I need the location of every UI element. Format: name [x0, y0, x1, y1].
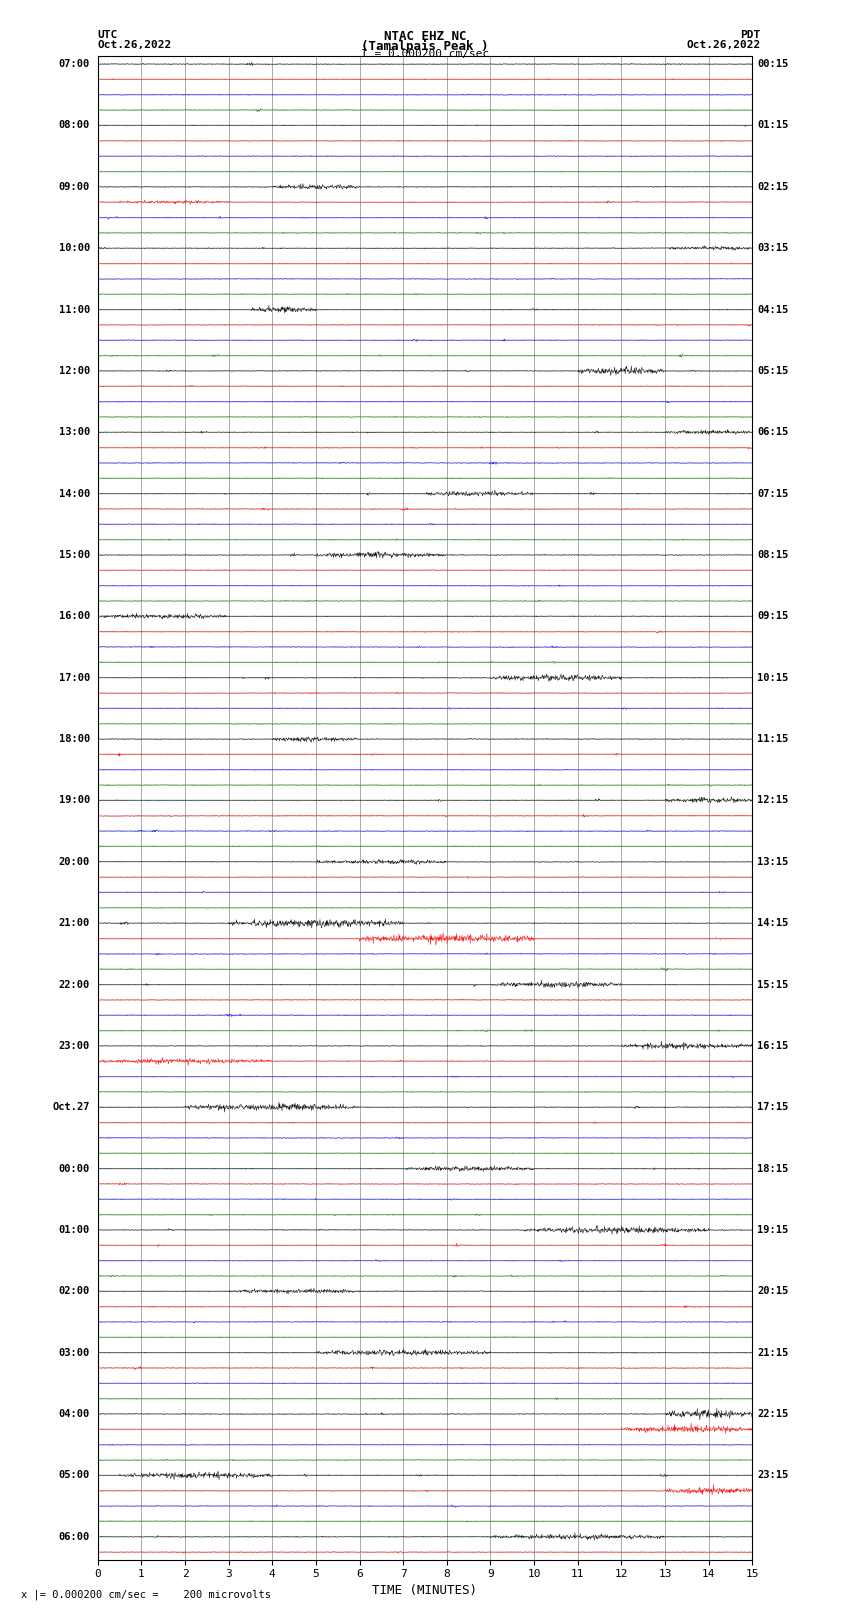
Text: 02:00: 02:00: [59, 1286, 90, 1297]
Text: 09:15: 09:15: [757, 611, 789, 621]
Text: 16:15: 16:15: [757, 1040, 789, 1052]
Text: x |= 0.000200 cm/sec =    200 microvolts: x |= 0.000200 cm/sec = 200 microvolts: [21, 1589, 271, 1600]
Text: 06:15: 06:15: [757, 427, 789, 437]
Text: 05:00: 05:00: [59, 1471, 90, 1481]
Text: 16:00: 16:00: [59, 611, 90, 621]
Text: 18:15: 18:15: [757, 1163, 789, 1174]
Text: 04:00: 04:00: [59, 1410, 90, 1419]
Text: 08:15: 08:15: [757, 550, 789, 560]
Text: 15:15: 15:15: [757, 979, 789, 989]
Text: 18:00: 18:00: [59, 734, 90, 744]
Text: 17:00: 17:00: [59, 673, 90, 682]
Text: (Tamalpais Peak ): (Tamalpais Peak ): [361, 39, 489, 53]
Text: 06:00: 06:00: [59, 1532, 90, 1542]
Text: 15:00: 15:00: [59, 550, 90, 560]
Text: 07:00: 07:00: [59, 60, 90, 69]
Text: Oct.27: Oct.27: [53, 1102, 90, 1113]
Text: 01:00: 01:00: [59, 1224, 90, 1236]
Text: 21:00: 21:00: [59, 918, 90, 927]
Text: 23:00: 23:00: [59, 1040, 90, 1052]
Text: 11:00: 11:00: [59, 305, 90, 315]
Text: 14:15: 14:15: [757, 918, 789, 927]
Text: 10:00: 10:00: [59, 244, 90, 253]
Text: NTAC EHZ NC: NTAC EHZ NC: [383, 31, 467, 44]
Text: 22:15: 22:15: [757, 1410, 789, 1419]
Text: 05:15: 05:15: [757, 366, 789, 376]
Text: 08:00: 08:00: [59, 121, 90, 131]
Text: 14:00: 14:00: [59, 489, 90, 498]
Text: 13:15: 13:15: [757, 857, 789, 866]
Text: UTC: UTC: [98, 31, 118, 40]
Text: 04:15: 04:15: [757, 305, 789, 315]
Text: 01:15: 01:15: [757, 121, 789, 131]
Text: 19:15: 19:15: [757, 1224, 789, 1236]
Text: PDT: PDT: [740, 31, 761, 40]
Text: 13:00: 13:00: [59, 427, 90, 437]
Text: 22:00: 22:00: [59, 979, 90, 989]
Text: 21:15: 21:15: [757, 1348, 789, 1358]
Text: 00:00: 00:00: [59, 1163, 90, 1174]
Text: 09:00: 09:00: [59, 182, 90, 192]
Text: 07:15: 07:15: [757, 489, 789, 498]
Text: I = 0.000200 cm/sec: I = 0.000200 cm/sec: [361, 50, 489, 60]
Text: 12:15: 12:15: [757, 795, 789, 805]
Text: 03:15: 03:15: [757, 244, 789, 253]
Text: 17:15: 17:15: [757, 1102, 789, 1113]
Text: 20:00: 20:00: [59, 857, 90, 866]
Text: 12:00: 12:00: [59, 366, 90, 376]
Text: Oct.26,2022: Oct.26,2022: [98, 39, 172, 50]
Text: 02:15: 02:15: [757, 182, 789, 192]
X-axis label: TIME (MINUTES): TIME (MINUTES): [372, 1584, 478, 1597]
Text: 10:15: 10:15: [757, 673, 789, 682]
Text: 23:15: 23:15: [757, 1471, 789, 1481]
Text: 00:15: 00:15: [757, 60, 789, 69]
Text: 20:15: 20:15: [757, 1286, 789, 1297]
Text: Oct.26,2022: Oct.26,2022: [687, 39, 761, 50]
Text: 19:00: 19:00: [59, 795, 90, 805]
Text: 03:00: 03:00: [59, 1348, 90, 1358]
Text: 11:15: 11:15: [757, 734, 789, 744]
